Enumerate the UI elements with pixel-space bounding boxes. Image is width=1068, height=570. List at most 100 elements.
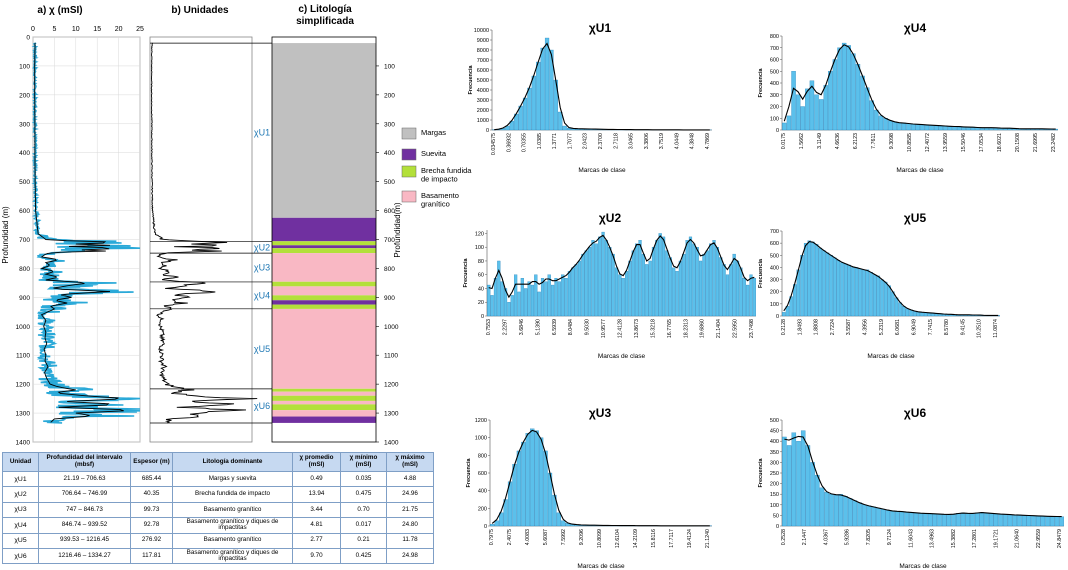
y-tick-label: 350 (770, 450, 779, 456)
y-tick-label: 100 (770, 302, 779, 308)
depth-tick-label: 1400 (16, 440, 31, 447)
histogram-bar (883, 118, 888, 131)
histogram-bar (746, 284, 750, 317)
histogram-bar (672, 267, 676, 317)
y-tick-label: 8000 (477, 48, 489, 54)
right-depth-tick-label: 500 (384, 179, 395, 186)
table-cell: 24.96 (386, 486, 434, 503)
histogram-bar (645, 264, 649, 317)
histogram-title: χU2 (599, 211, 622, 225)
table-row: χU1 21.19 – 706.63 685.44 Margas y suevita 0… (2, 470, 434, 488)
x-tick-label: 21.6995 (1033, 133, 1039, 152)
histogram-bar (735, 260, 740, 317)
histogram-title: χU1 (589, 21, 612, 35)
histogram-bar (1026, 515, 1032, 527)
histogram-bar (828, 71, 833, 131)
x-tick-label: 7.5992 (561, 529, 567, 545)
x-tick-label: 0.36932 (506, 133, 512, 152)
histogram-bar (901, 122, 907, 131)
histogram-bar (891, 291, 895, 317)
x-tick-label: 10.2510 (977, 319, 983, 338)
x-tick-label: 18.2313 (683, 319, 689, 338)
histogram-bar (818, 99, 824, 131)
x-axis-label: Marcas de clase (577, 563, 625, 570)
x-tick-label: 6.0681 (895, 319, 901, 335)
x-tick-label: 15.3882 (951, 529, 957, 548)
table-cell: 0.017 (340, 517, 387, 534)
histogram-bar (752, 278, 756, 317)
histogram-bar (872, 274, 877, 317)
right-depth-tick-label: 1200 (384, 382, 399, 389)
x-tick-label: 2.7118 (613, 133, 619, 149)
histogram-bar (604, 240, 608, 317)
histogram-bar (577, 260, 582, 317)
histogram-bar (847, 498, 853, 527)
y-tick-label: 0 (776, 524, 779, 530)
lithology-layer (272, 253, 376, 282)
histogram-bar (851, 53, 856, 131)
y-axis-label-right: Profundidad(m) (393, 202, 402, 257)
histogram-bar (1017, 514, 1022, 527)
x-tick-label: 1.8808 (814, 319, 820, 335)
histogram-panel: χU5 0 100 200 300 400 500 600 700 Frecuencia 0.212… (758, 211, 1000, 360)
x-tick-label: 11.0874 (993, 319, 999, 338)
histogram-bar (625, 271, 629, 317)
histogram-bar (662, 236, 666, 317)
legend-swatch (401, 165, 417, 178)
histogram-bar (614, 267, 619, 317)
histogram-bar (941, 514, 947, 527)
histogram-bar (897, 122, 902, 131)
y-axis-label: Frecuencia (463, 258, 469, 288)
x-tick-label: 5.9286 (845, 529, 851, 545)
x-tick-label: 2.2297 (502, 319, 508, 335)
histogram-bar (807, 240, 812, 317)
histogram-bar (847, 264, 851, 317)
table-cell: 9.70 (292, 547, 341, 565)
histogram-bar (918, 513, 923, 527)
table-cell: 4.81 (292, 517, 341, 534)
lithology-layer (272, 286, 376, 296)
histogram-bar (951, 514, 956, 527)
histogram-bar (521, 441, 526, 527)
histogram-bar (516, 450, 522, 527)
histogram-bar (594, 243, 598, 317)
x-tick-label: 5.6087 (543, 529, 549, 545)
histogram-bar (598, 236, 602, 317)
histogram-panel: χU2 0 20 40 60 80 100 120 Frecuencia 0.7553 2.2297… (463, 211, 756, 360)
legend-swatch (401, 148, 417, 161)
histogram-bar (543, 450, 548, 527)
histogram-bar (567, 271, 572, 317)
y-tick-label: 40 (478, 286, 484, 292)
y-tick-label: 0 (776, 314, 779, 320)
histogram-bar (549, 49, 554, 131)
x-tick-label: 3.0465 (629, 133, 635, 149)
table-cell: 846.74 – 939.52 (38, 517, 131, 534)
lithology-layer (272, 281, 376, 287)
x-tick-label: 3.5587 (846, 319, 852, 335)
histogram-bar (899, 511, 905, 527)
histogram-bar (786, 115, 792, 131)
density-curve (783, 44, 1056, 130)
x-tick-label: 0.70355 (522, 133, 528, 152)
x-tick-label: 4.0449 (674, 133, 680, 149)
histogram-bar (682, 253, 686, 317)
histogram-bar (517, 291, 521, 317)
histogram-bar (906, 123, 911, 131)
depth-tick-label: 100 (19, 63, 30, 70)
right-depth-tick-label: 200 (384, 92, 395, 99)
table-cell: 21.19 – 706.63 (38, 470, 131, 488)
histogram-bar (514, 274, 518, 317)
lithology-layer (272, 43, 376, 218)
histogram-bar (782, 436, 787, 527)
table-cell: 0.035 (340, 470, 387, 488)
y-tick-label: 0 (486, 128, 489, 134)
histogram-bar (719, 257, 723, 317)
histogram-bar (838, 494, 844, 527)
table-cell: 0.425 (340, 547, 387, 565)
y-tick-label: 400 (770, 265, 779, 271)
header-chi-min: χ mínimo (mSI) (340, 452, 387, 472)
depth-tick-label: 1100 (16, 353, 30, 360)
y-axis-label-left: Profundidad (m) (1, 206, 10, 264)
histogram-bar (927, 513, 933, 527)
histogram-bar (885, 509, 891, 527)
